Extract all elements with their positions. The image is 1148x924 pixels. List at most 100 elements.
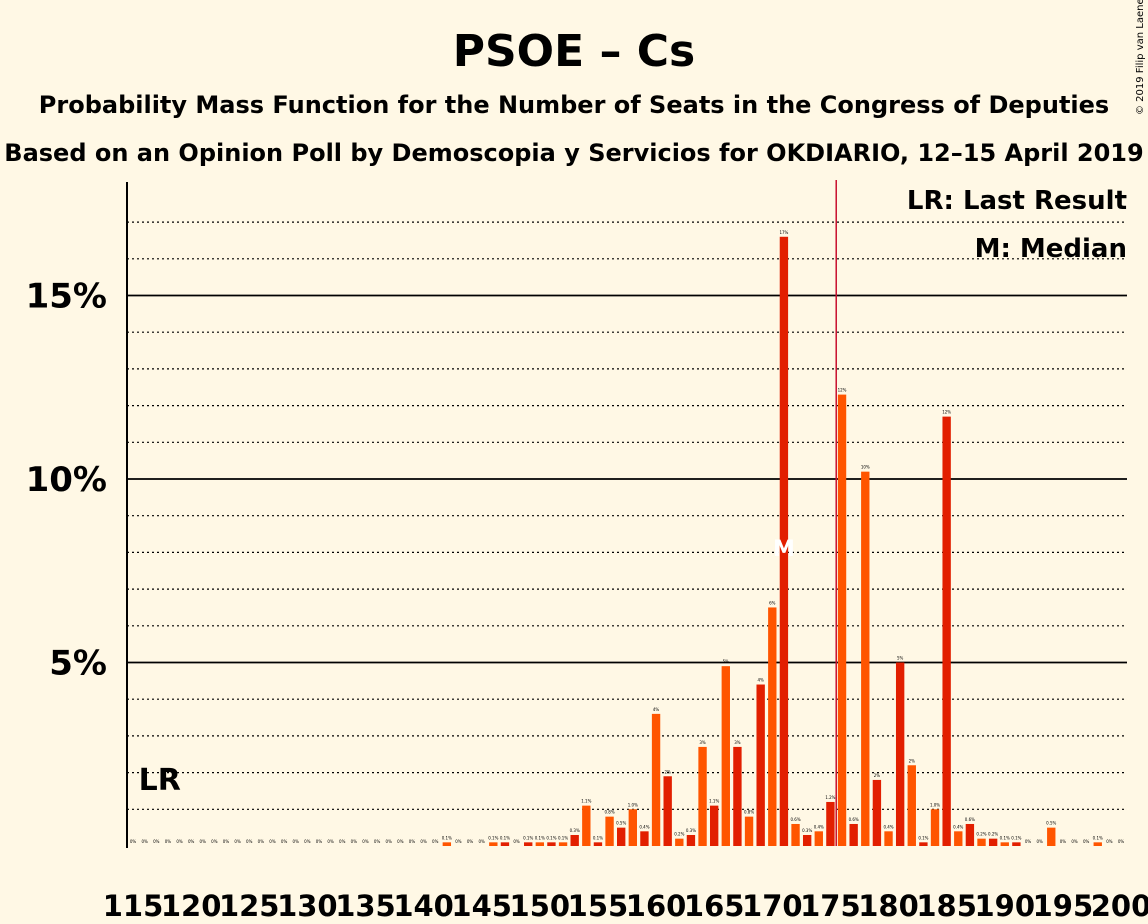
bar (977, 838, 986, 846)
bar (1093, 842, 1102, 846)
bar (675, 838, 684, 846)
bar-value-label: 0% (258, 839, 265, 844)
bar-value-label: 0.4% (883, 824, 893, 829)
bar-value-label: 0.1% (523, 835, 533, 840)
bar-value-label: 6% (769, 600, 776, 605)
bar (709, 805, 719, 846)
y-tick-label: 10% (26, 460, 107, 500)
x-tick-label: 140 (393, 889, 454, 923)
bar (826, 801, 835, 846)
bar-value-label: 0.2% (674, 832, 684, 837)
bar-value-label: 0% (176, 839, 183, 844)
bar-value-label: 0.1% (1011, 835, 1021, 840)
bar-value-label: 0% (339, 839, 346, 844)
bar-value-label: 0% (188, 839, 195, 844)
bar-value-label: 0% (316, 839, 323, 844)
bar (570, 834, 579, 846)
bar (919, 842, 928, 846)
bar (907, 765, 916, 846)
x-tick-label: 185 (916, 889, 977, 923)
bar-value-label: 0% (351, 839, 358, 844)
bar-value-label: 0.8% (744, 810, 754, 815)
bar-value-label: 1.2% (825, 795, 835, 800)
bar (617, 827, 626, 846)
bars (442, 236, 1102, 846)
bar (686, 834, 696, 846)
bar (802, 834, 812, 846)
bar-value-label: 0% (362, 839, 369, 844)
chart-title: PSOE – Cs (453, 26, 696, 77)
bar-value-label: 0.5% (616, 821, 626, 826)
bar-value-label: 0.3% (686, 828, 696, 833)
chart-subtitle-1: Probability Mass Function for the Number… (39, 91, 1109, 119)
bar-value-label: 0.1% (1093, 835, 1103, 840)
gridlines (127, 221, 1127, 810)
bar (535, 842, 545, 846)
bar-value-label: 1.1% (581, 799, 591, 804)
bar-value-label: 1.1% (709, 799, 719, 804)
bar-value-label: 0% (432, 839, 439, 844)
last-result-marker: LR (139, 763, 181, 798)
bar-value-label: 5% (897, 656, 904, 661)
legend-median: M: Median (975, 234, 1127, 264)
bar-value-label: 0% (281, 839, 288, 844)
bar-value-label: 0% (374, 839, 381, 844)
bar-value-label: 0.1% (535, 835, 545, 840)
bar-value-label: 0.1% (500, 835, 510, 840)
y-tick-label: 15% (26, 277, 107, 317)
bar-value-label: 0.3% (802, 828, 812, 833)
bar-value-label: 0% (223, 839, 230, 844)
x-tick-label: 155 (568, 889, 629, 923)
bar-value-label: 0% (200, 839, 207, 844)
bar-value-label: 0% (293, 839, 300, 844)
x-tick-label: 145 (451, 889, 512, 923)
bar (768, 607, 777, 846)
x-tick-label: 130 (277, 889, 338, 923)
bar-value-label: 0% (1106, 839, 1113, 844)
bar-value-label: 0.6% (965, 817, 975, 822)
bar (733, 746, 742, 846)
bar-value-label: 0% (234, 839, 241, 844)
bar (884, 831, 893, 846)
bar (965, 823, 975, 846)
bar (861, 471, 870, 846)
bar-value-label: 0.1% (918, 835, 928, 840)
bar-value-label: 0% (1036, 839, 1043, 844)
x-tick-label: 135 (335, 889, 396, 923)
bar (593, 842, 603, 846)
bar (721, 666, 730, 846)
bar-value-label: 0.6% (790, 817, 800, 822)
bar-value-label: 0.4% (639, 824, 649, 829)
bar-value-label: 10% (861, 465, 870, 470)
x-tick-label: 190 (974, 889, 1035, 923)
x-tick-label: 125 (219, 889, 280, 923)
x-tick-label: 120 (161, 889, 222, 923)
bar-value-label: 0% (455, 839, 462, 844)
bar-value-label: 0% (397, 839, 404, 844)
bar (779, 236, 789, 846)
bar (1000, 842, 1009, 846)
bar (1047, 827, 1056, 846)
bar (744, 816, 754, 846)
bar-value-label: 0% (420, 839, 427, 844)
bar (628, 809, 637, 846)
bar (547, 842, 556, 846)
bar-value-label: 0.8% (604, 810, 614, 815)
bar (954, 831, 963, 846)
bar-value-label: 0% (386, 839, 393, 844)
bar (582, 805, 591, 846)
bar (872, 779, 882, 846)
legend-last-result: LR: Last Result (907, 186, 1127, 216)
bar (791, 823, 800, 846)
x-tick-label: 175 (800, 889, 861, 923)
bar-value-label: 0% (1118, 839, 1125, 844)
y-axis-ticks: 5% 10% 15% (26, 277, 107, 684)
bar-value-label: 0% (1060, 839, 1067, 844)
bar-value-label: 0.4% (814, 824, 824, 829)
bar-value-label: 4% (757, 678, 764, 683)
bar-value-label: 4% (653, 707, 660, 712)
bar-value-label: 0.1% (1000, 835, 1010, 840)
bar-value-label: 0% (165, 839, 172, 844)
bar-value-label: 0% (1083, 839, 1090, 844)
